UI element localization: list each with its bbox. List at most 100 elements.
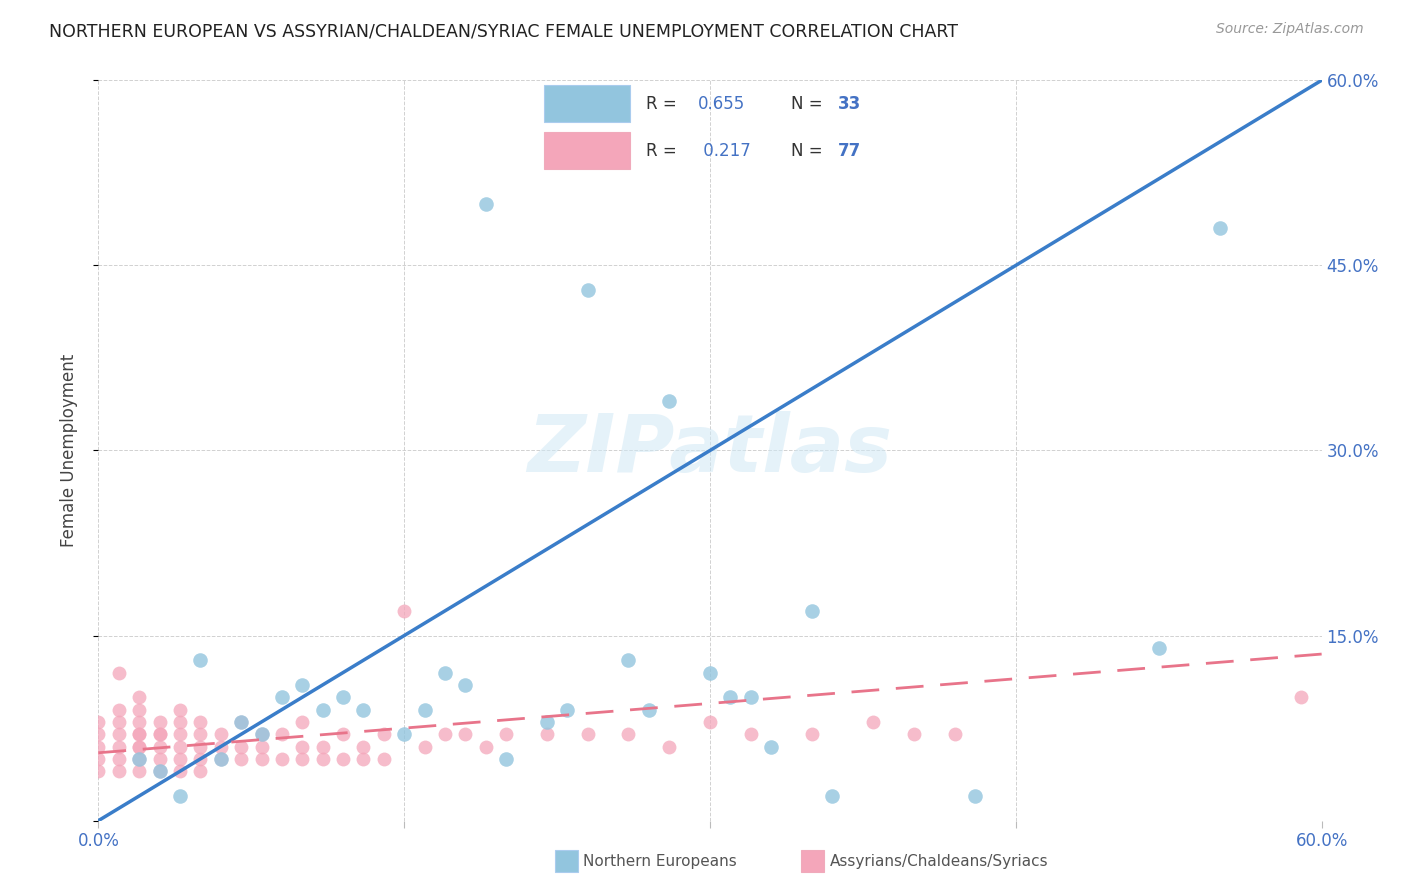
Point bbox=[270, 727, 294, 741]
Point bbox=[250, 727, 273, 741]
Point bbox=[965, 789, 987, 803]
Point bbox=[801, 727, 824, 741]
Text: 77: 77 bbox=[838, 142, 860, 160]
Point bbox=[188, 739, 212, 754]
Point bbox=[169, 714, 191, 729]
Point bbox=[231, 752, 253, 766]
Point bbox=[699, 714, 721, 729]
Point bbox=[169, 703, 191, 717]
Text: ZIPatlas: ZIPatlas bbox=[527, 411, 893, 490]
Point bbox=[903, 727, 925, 741]
Point bbox=[576, 727, 599, 741]
Point bbox=[149, 752, 172, 766]
Point bbox=[821, 789, 844, 803]
Point bbox=[495, 727, 517, 741]
Text: 0.655: 0.655 bbox=[699, 95, 745, 112]
Point bbox=[658, 394, 681, 409]
Point bbox=[108, 665, 131, 680]
Point bbox=[413, 703, 436, 717]
Point bbox=[270, 690, 294, 705]
Point bbox=[108, 764, 131, 779]
Point bbox=[576, 283, 599, 297]
Point bbox=[169, 727, 191, 741]
Point bbox=[617, 727, 640, 741]
Point bbox=[169, 752, 191, 766]
Point bbox=[128, 764, 150, 779]
Text: R =: R = bbox=[645, 95, 682, 112]
FancyBboxPatch shape bbox=[544, 85, 630, 122]
Point bbox=[373, 752, 395, 766]
Point bbox=[718, 690, 742, 705]
Point bbox=[555, 703, 579, 717]
Point bbox=[699, 665, 721, 680]
Point bbox=[291, 752, 314, 766]
Point bbox=[352, 739, 374, 754]
Point bbox=[291, 714, 314, 729]
Point bbox=[474, 196, 498, 211]
Point bbox=[434, 727, 457, 741]
Text: R =: R = bbox=[645, 142, 682, 160]
Point bbox=[291, 739, 314, 754]
Point bbox=[332, 752, 354, 766]
Point bbox=[454, 727, 477, 741]
Point bbox=[270, 752, 294, 766]
Point bbox=[149, 764, 172, 779]
Point bbox=[658, 739, 681, 754]
Point bbox=[637, 703, 661, 717]
Point bbox=[740, 690, 762, 705]
Point bbox=[332, 690, 354, 705]
Point bbox=[332, 727, 354, 741]
Point bbox=[188, 653, 212, 667]
Point bbox=[231, 714, 253, 729]
Point bbox=[250, 739, 273, 754]
Point bbox=[188, 752, 212, 766]
Point bbox=[740, 727, 762, 741]
Point bbox=[536, 714, 558, 729]
Point bbox=[536, 727, 558, 741]
Text: Northern Europeans: Northern Europeans bbox=[583, 855, 737, 869]
Point bbox=[188, 727, 212, 741]
Point bbox=[434, 665, 457, 680]
Y-axis label: Female Unemployment: Female Unemployment bbox=[59, 354, 77, 547]
Point bbox=[149, 764, 172, 779]
Point bbox=[392, 727, 416, 741]
Point bbox=[495, 752, 517, 766]
Text: Source: ZipAtlas.com: Source: ZipAtlas.com bbox=[1216, 22, 1364, 37]
Point bbox=[149, 727, 172, 741]
Text: Assyrians/Chaldeans/Syriacs: Assyrians/Chaldeans/Syriacs bbox=[830, 855, 1047, 869]
Point bbox=[291, 678, 314, 692]
Point bbox=[231, 739, 253, 754]
Point bbox=[209, 727, 232, 741]
Point bbox=[392, 604, 416, 618]
Point bbox=[352, 752, 374, 766]
Point bbox=[128, 739, 150, 754]
Text: 33: 33 bbox=[838, 95, 860, 112]
Point bbox=[128, 714, 150, 729]
Point bbox=[209, 752, 232, 766]
Point bbox=[474, 739, 498, 754]
Point bbox=[1209, 221, 1232, 235]
Point bbox=[617, 653, 640, 667]
Point bbox=[169, 789, 191, 803]
Point bbox=[862, 714, 884, 729]
Point bbox=[188, 714, 212, 729]
Point bbox=[169, 764, 191, 779]
Point bbox=[108, 752, 131, 766]
Point bbox=[312, 739, 335, 754]
Text: NORTHERN EUROPEAN VS ASSYRIAN/CHALDEAN/SYRIAC FEMALE UNEMPLOYMENT CORRELATION CH: NORTHERN EUROPEAN VS ASSYRIAN/CHALDEAN/S… bbox=[49, 22, 959, 40]
Point bbox=[128, 752, 150, 766]
Point bbox=[1147, 640, 1170, 655]
Point bbox=[231, 714, 253, 729]
Point bbox=[87, 714, 110, 729]
Point bbox=[761, 739, 783, 754]
Point bbox=[128, 690, 150, 705]
Point bbox=[312, 752, 335, 766]
Point bbox=[108, 703, 131, 717]
Point bbox=[352, 703, 374, 717]
Point bbox=[454, 678, 477, 692]
Point bbox=[149, 739, 172, 754]
Text: 0.217: 0.217 bbox=[699, 142, 751, 160]
Point bbox=[128, 727, 150, 741]
Point bbox=[209, 739, 232, 754]
Text: N =: N = bbox=[792, 142, 828, 160]
